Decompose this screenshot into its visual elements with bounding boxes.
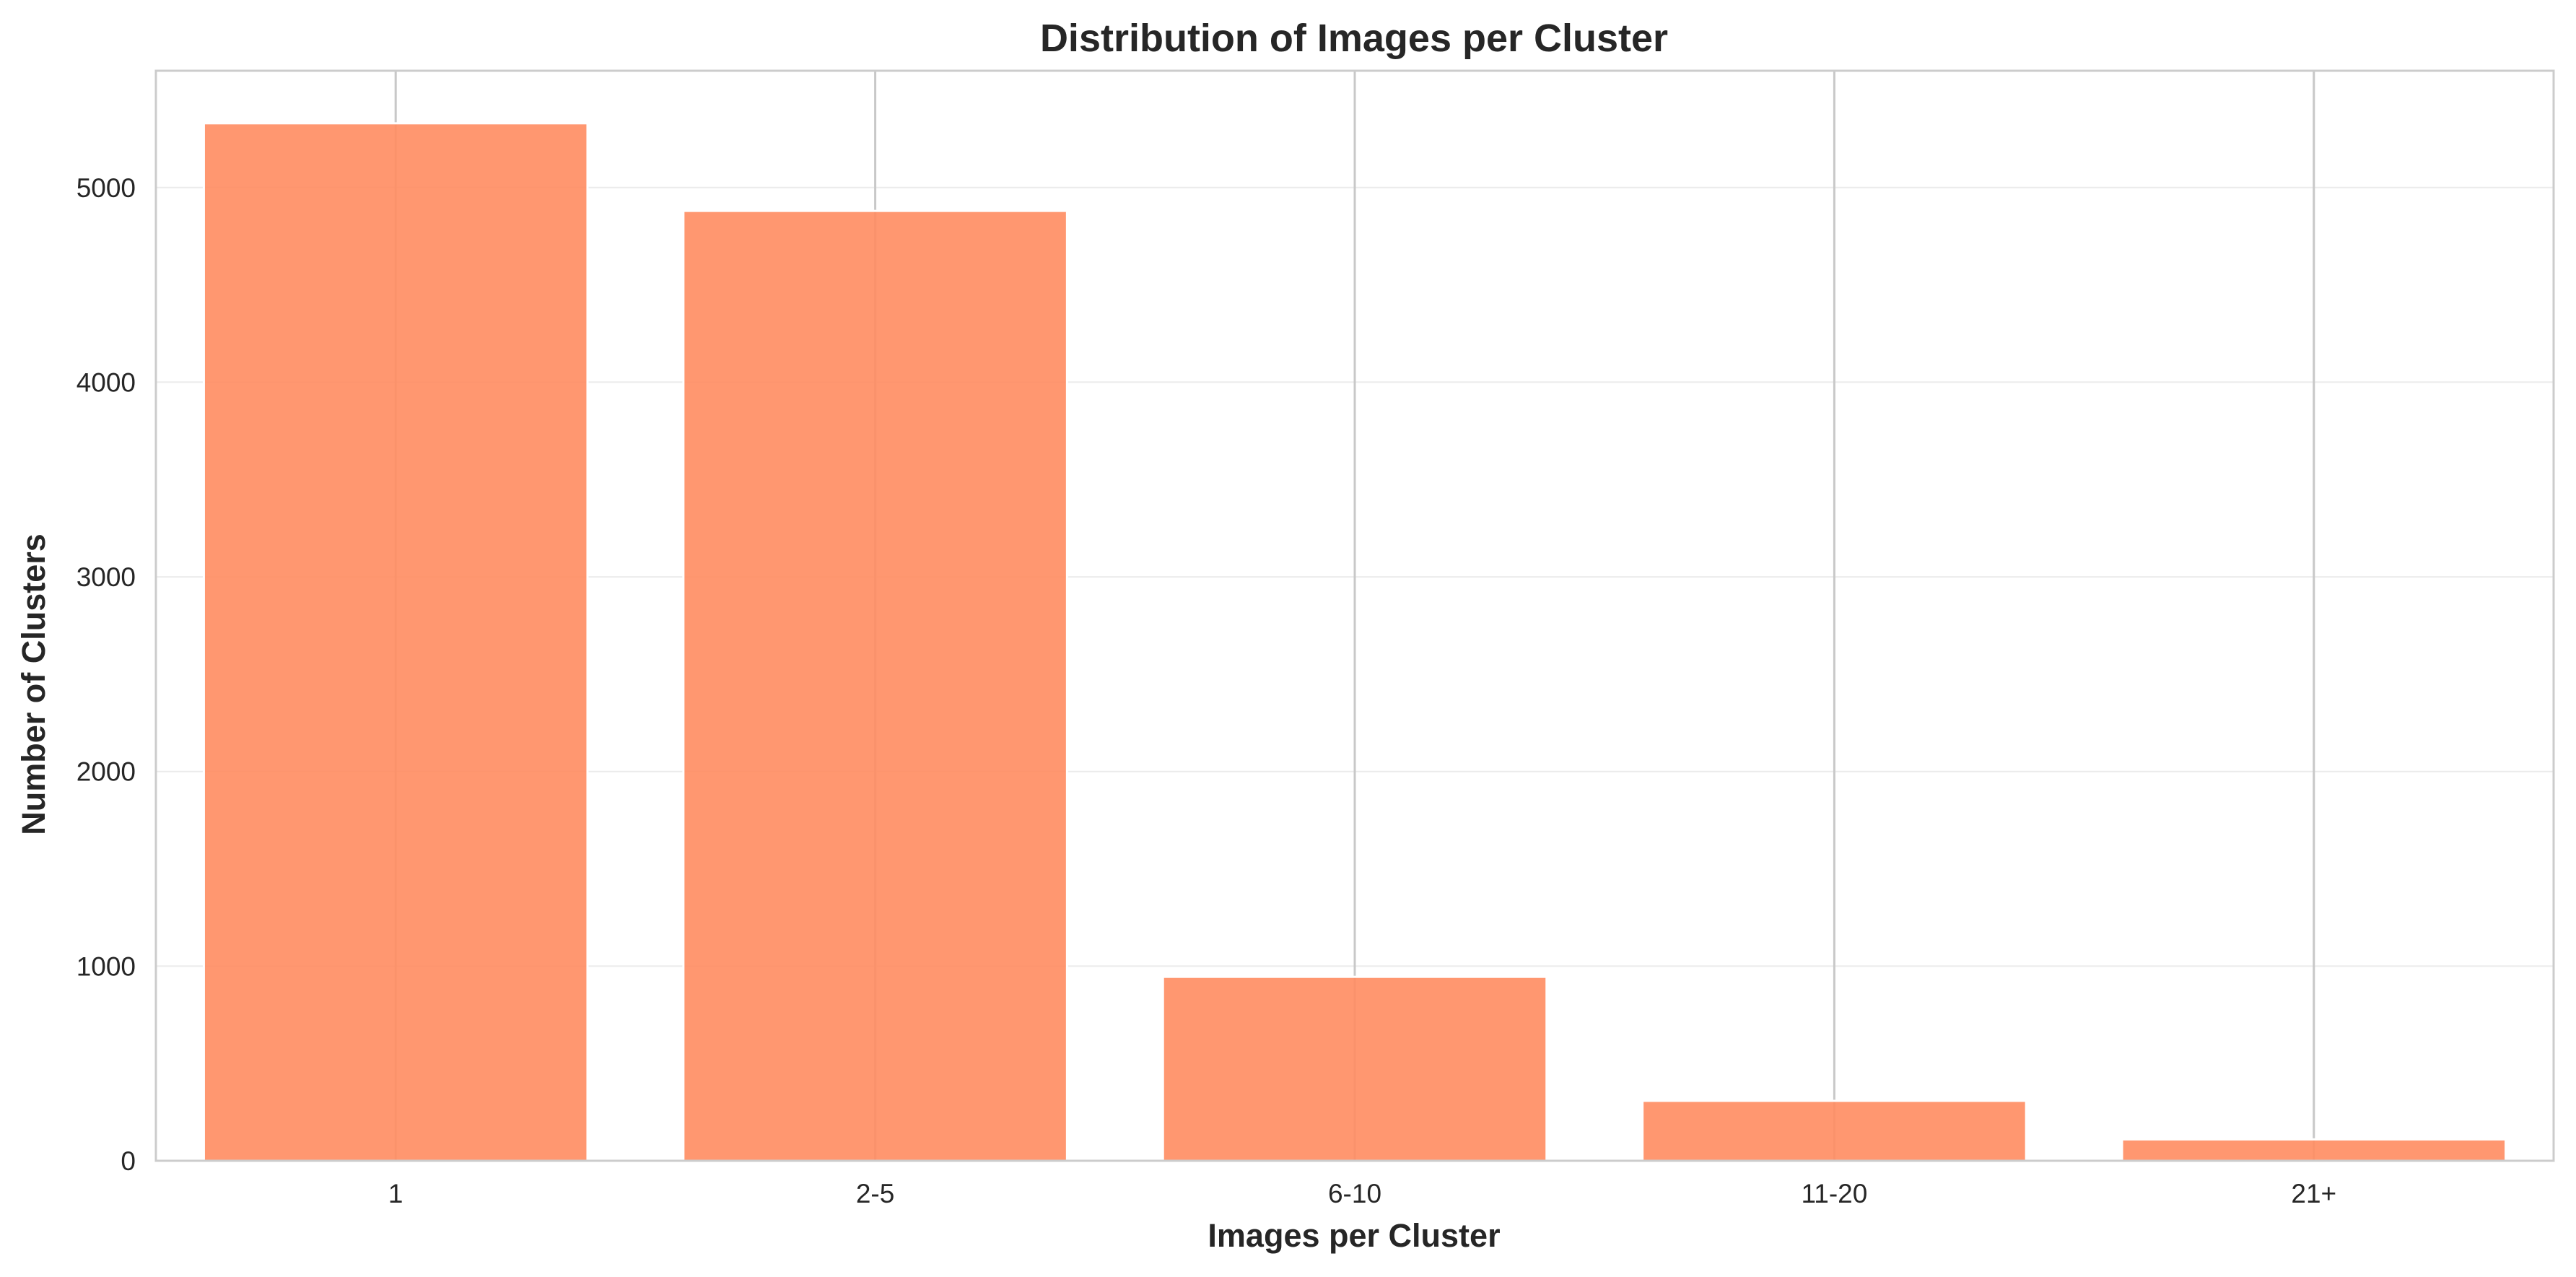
bar-11-20 xyxy=(1641,1099,2027,1162)
y-tick-label: 4000 xyxy=(77,367,136,397)
bar-2-5 xyxy=(682,209,1068,1162)
chart-title: Distribution of Images per Cluster xyxy=(1040,17,1668,60)
x-tick-label: 1 xyxy=(388,1179,403,1208)
x-tick-label: 21+ xyxy=(2291,1179,2336,1208)
y-tick-label: 5000 xyxy=(77,173,136,203)
x-axis-label: Images per Cluster xyxy=(1208,1217,1500,1254)
x-tick-label: 2-5 xyxy=(856,1179,894,1208)
y-tick-label: 2000 xyxy=(77,757,136,787)
y-axis-label: Number of Clusters xyxy=(15,533,52,835)
bar-21 xyxy=(2121,1138,2507,1162)
y-tick-label: 1000 xyxy=(77,951,136,981)
bar-1 xyxy=(202,122,589,1162)
axes-layer xyxy=(154,69,2555,1162)
y-tick-label: 3000 xyxy=(77,562,136,592)
axes-frame xyxy=(154,69,2555,1162)
y-tick-label: 0 xyxy=(121,1146,136,1176)
bar-6-10 xyxy=(1161,975,1548,1162)
x-tick-label: 6-10 xyxy=(1328,1179,1381,1208)
bars-layer xyxy=(202,122,2507,1162)
ticks-layer: 0 1000 2000 3000 4000 5000 1 2-5 6-10 11-20 21+ xyxy=(77,173,2336,1208)
x-tick-label: 11-20 xyxy=(1801,1179,1867,1208)
